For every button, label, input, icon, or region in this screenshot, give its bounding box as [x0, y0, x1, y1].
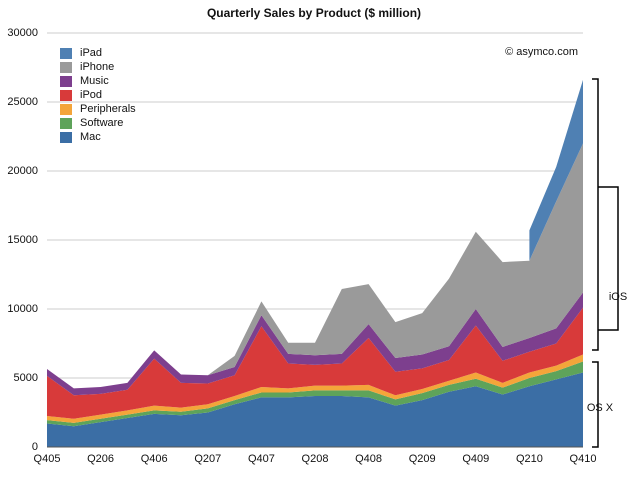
legend-label: iPad: [80, 47, 102, 59]
osx-bracket: [592, 361, 599, 448]
legend-label: iPhone: [80, 61, 114, 73]
brackets: [592, 78, 619, 448]
x-tick-label: Q408: [355, 453, 382, 465]
y-tick-label: 20000: [7, 165, 38, 177]
source-note: © asymco.com: [505, 46, 578, 58]
legend-label: Mac: [80, 131, 101, 143]
x-tick-label: Q207: [194, 453, 221, 465]
y-tick-label: 0: [32, 441, 38, 453]
area: [47, 372, 583, 447]
x-tick-label: Q206: [87, 453, 114, 465]
legend-swatch: [60, 76, 72, 87]
y-tick-label: 5000: [14, 372, 38, 384]
ios-inner-bracket: [598, 186, 619, 331]
y-tick-label: 30000: [7, 27, 38, 39]
x-tick-label: Q410: [570, 453, 597, 465]
area: [47, 354, 583, 423]
legend-swatch: [60, 132, 72, 143]
area: [47, 361, 583, 427]
y-tick-label: 15000: [7, 234, 38, 246]
legend-label: Peripherals: [80, 103, 136, 115]
x-tick-label: Q406: [141, 453, 168, 465]
legend-swatch: [60, 118, 72, 129]
legend-swatch: [60, 62, 72, 73]
x-tick-label: Q407: [248, 453, 275, 465]
overlay: 0 5000 10000 15000 20000 25000 30000 Q405 Q206 Q4…: [7, 27, 596, 465]
legend-label: Software: [80, 117, 123, 129]
area: [529, 79, 583, 261]
legend-swatch: [60, 104, 72, 115]
x-tick-label: Q405: [34, 453, 61, 465]
area: [47, 143, 583, 389]
x-tick-label: Q208: [302, 453, 329, 465]
ios-label: iOS: [609, 291, 627, 303]
y-tick-label: 10000: [7, 303, 38, 315]
area: [47, 307, 583, 419]
ios-bracket: [592, 78, 599, 351]
x-tick-label: Q210: [516, 453, 543, 465]
legend-label: iPod: [80, 89, 102, 101]
osx-label: OS X: [587, 402, 614, 414]
chart-title: Quarterly Sales by Product ($ million): [207, 6, 421, 20]
x-tick-label: Q209: [409, 453, 436, 465]
legend-swatch: [60, 48, 72, 59]
areas: [47, 79, 583, 447]
legend-label: Music: [80, 75, 109, 87]
legend-swatch: [60, 90, 72, 101]
y-tick-label: 25000: [7, 96, 38, 108]
x-tick-label: Q409: [462, 453, 489, 465]
